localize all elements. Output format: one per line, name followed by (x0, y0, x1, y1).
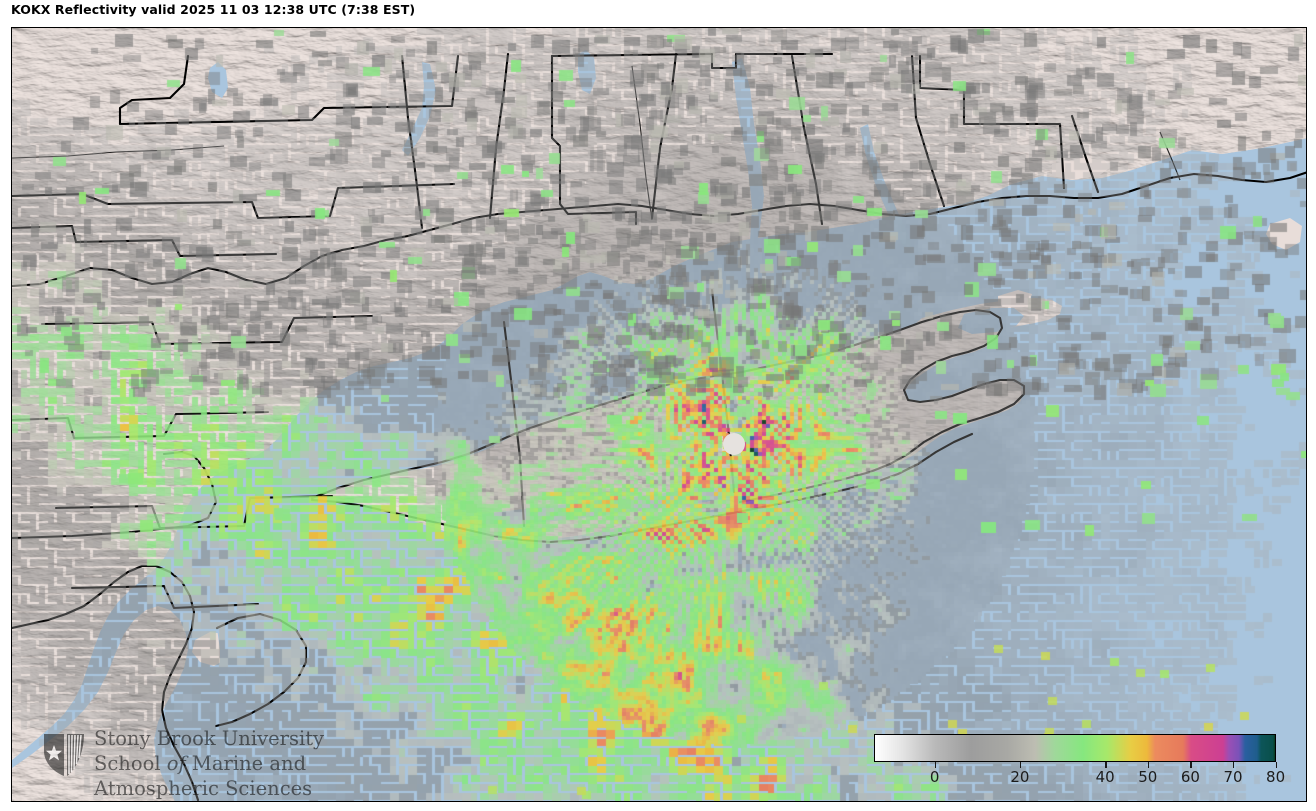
colorbar-tick-label: 40 (1095, 768, 1115, 786)
colorbar-tickmark (1147, 762, 1150, 768)
colorbar-tick-label: 20 (1010, 768, 1030, 786)
colorbar-tickmark (1232, 762, 1235, 768)
page-title: KOKX Reflectivity valid 2025 11 03 12:38… (11, 2, 416, 17)
logo-line-2a: School (94, 752, 167, 775)
logo-line-2: School of Marine and (94, 751, 334, 776)
colorbar-gradient (875, 735, 1275, 761)
map-frame: 0 20 40 50 60 70 80 Stony Brook University (11, 27, 1307, 802)
colorbar-tickmark (1105, 762, 1107, 768)
reflectivity-colorbar: 0 20 40 50 60 70 80 (874, 734, 1285, 792)
logo-line-2c: Marine and (185, 752, 307, 775)
colorbar-tick-label: 0 (929, 768, 940, 786)
logo-text: Stony Brook University School of Marine … (94, 726, 334, 801)
logo-line-2b: of (166, 752, 186, 775)
colorbar-tick-label: 60 (1180, 768, 1200, 786)
map-stage: 0 20 40 50 60 70 80 Stony Brook University (12, 28, 1306, 801)
colorbar-tick-label: 80 (1266, 768, 1286, 786)
radar-site-marker (723, 433, 745, 455)
stony-brook-logo: Stony Brook University School of Marine … (42, 726, 324, 801)
colorbar-tickmark (1190, 762, 1192, 768)
logo-line-1: Stony Brook University (94, 727, 325, 750)
shield-icon (44, 734, 84, 776)
colorbar-ticks: 0 20 40 50 60 70 80 (874, 762, 1285, 792)
colorbar-bar (874, 734, 1276, 762)
colorbar-tick-label: 50 (1138, 768, 1158, 786)
radar-reflectivity-layer (12, 28, 1306, 801)
colorbar-tickmark (934, 762, 937, 768)
logo-line-3: Atmospheric Sciences (94, 777, 313, 800)
colorbar-tick-label: 70 (1223, 768, 1243, 786)
colorbar-tickmark (1019, 762, 1022, 768)
colorbar-tickmark (1275, 762, 1277, 768)
